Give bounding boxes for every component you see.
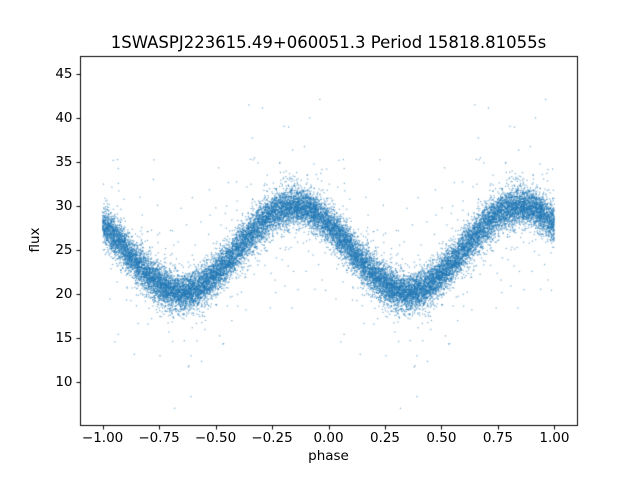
y-tick-label: 15 [55, 330, 73, 347]
x-tick-label: 0.50 [426, 430, 457, 446]
x-tick-label: −0.50 [194, 430, 237, 446]
y-tick-label: 10 [55, 373, 73, 390]
y-axis-label: flux [27, 227, 43, 253]
y-tick-label: 45 [55, 66, 73, 83]
y-tick-label: 40 [55, 110, 73, 127]
x-tick-label: 0.00 [313, 430, 344, 446]
x-tick-label: 1.00 [539, 430, 570, 446]
x-tick-label: −1.00 [81, 430, 124, 446]
y-tick-label: 25 [55, 242, 73, 259]
y-tick-label: 20 [55, 286, 73, 303]
y-tick-label: 30 [55, 198, 73, 215]
y-tick-label: 35 [55, 154, 73, 171]
chart-title: 1SWASPJ223615.49+060051.3 Period 15818.8… [110, 33, 547, 52]
x-tick-label: 0.25 [369, 430, 400, 446]
x-tick-label: −0.25 [251, 430, 293, 446]
x-tick-label: −0.75 [138, 430, 180, 446]
x-axis-label: phase [308, 448, 349, 464]
x-tick-label: 0.75 [482, 430, 513, 446]
